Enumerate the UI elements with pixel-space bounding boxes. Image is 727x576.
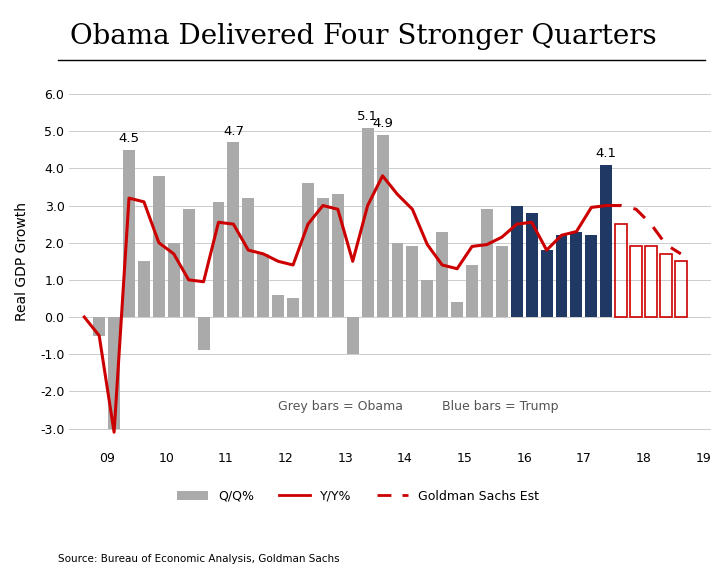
Bar <box>451 302 463 317</box>
Bar <box>123 150 135 317</box>
Bar <box>496 247 508 317</box>
Bar <box>153 176 165 317</box>
Bar <box>422 280 433 317</box>
Bar <box>228 142 239 317</box>
Bar <box>182 209 195 317</box>
Bar <box>481 209 493 317</box>
Text: 4.9: 4.9 <box>372 118 393 131</box>
Bar <box>138 262 150 317</box>
Bar <box>675 262 687 317</box>
Bar <box>108 317 120 429</box>
Bar <box>526 213 538 317</box>
Bar <box>601 165 612 317</box>
Bar <box>585 235 598 317</box>
Y-axis label: Real GDP Growth: Real GDP Growth <box>15 202 29 321</box>
Bar <box>406 247 418 317</box>
Bar <box>198 317 209 350</box>
Bar <box>332 194 344 317</box>
Bar <box>541 250 553 317</box>
Text: 4.1: 4.1 <box>595 147 616 160</box>
Bar <box>302 183 314 317</box>
Bar <box>392 242 403 317</box>
Text: Obama Delivered Four Stronger Quarters: Obama Delivered Four Stronger Quarters <box>71 23 656 50</box>
Bar <box>212 202 225 317</box>
Text: 5.1: 5.1 <box>357 110 378 123</box>
Bar <box>511 206 523 317</box>
Text: Source: Bureau of Economic Analysis, Goldman Sachs: Source: Bureau of Economic Analysis, Gol… <box>58 555 340 564</box>
Bar <box>630 247 642 317</box>
Bar <box>615 224 627 317</box>
Bar <box>377 135 388 317</box>
Bar <box>257 254 269 317</box>
Legend: Q/Q%, Y/Y%, Goldman Sachs Est: Q/Q%, Y/Y%, Goldman Sachs Est <box>172 485 544 507</box>
Bar <box>93 317 105 336</box>
Bar <box>645 247 657 317</box>
Text: 4.5: 4.5 <box>119 132 140 145</box>
Bar <box>242 198 254 317</box>
Bar <box>466 265 478 317</box>
Text: 4.7: 4.7 <box>223 125 244 138</box>
Bar <box>660 254 672 317</box>
Bar <box>436 232 448 317</box>
Bar <box>555 235 568 317</box>
Bar <box>571 232 582 317</box>
Bar <box>272 295 284 317</box>
Bar <box>347 317 358 354</box>
Text: Grey bars = Obama: Grey bars = Obama <box>278 400 403 413</box>
Text: Blue bars = Trump: Blue bars = Trump <box>442 400 559 413</box>
Bar <box>361 127 374 317</box>
Bar <box>287 298 299 317</box>
Bar <box>168 242 180 317</box>
Bar <box>317 198 329 317</box>
